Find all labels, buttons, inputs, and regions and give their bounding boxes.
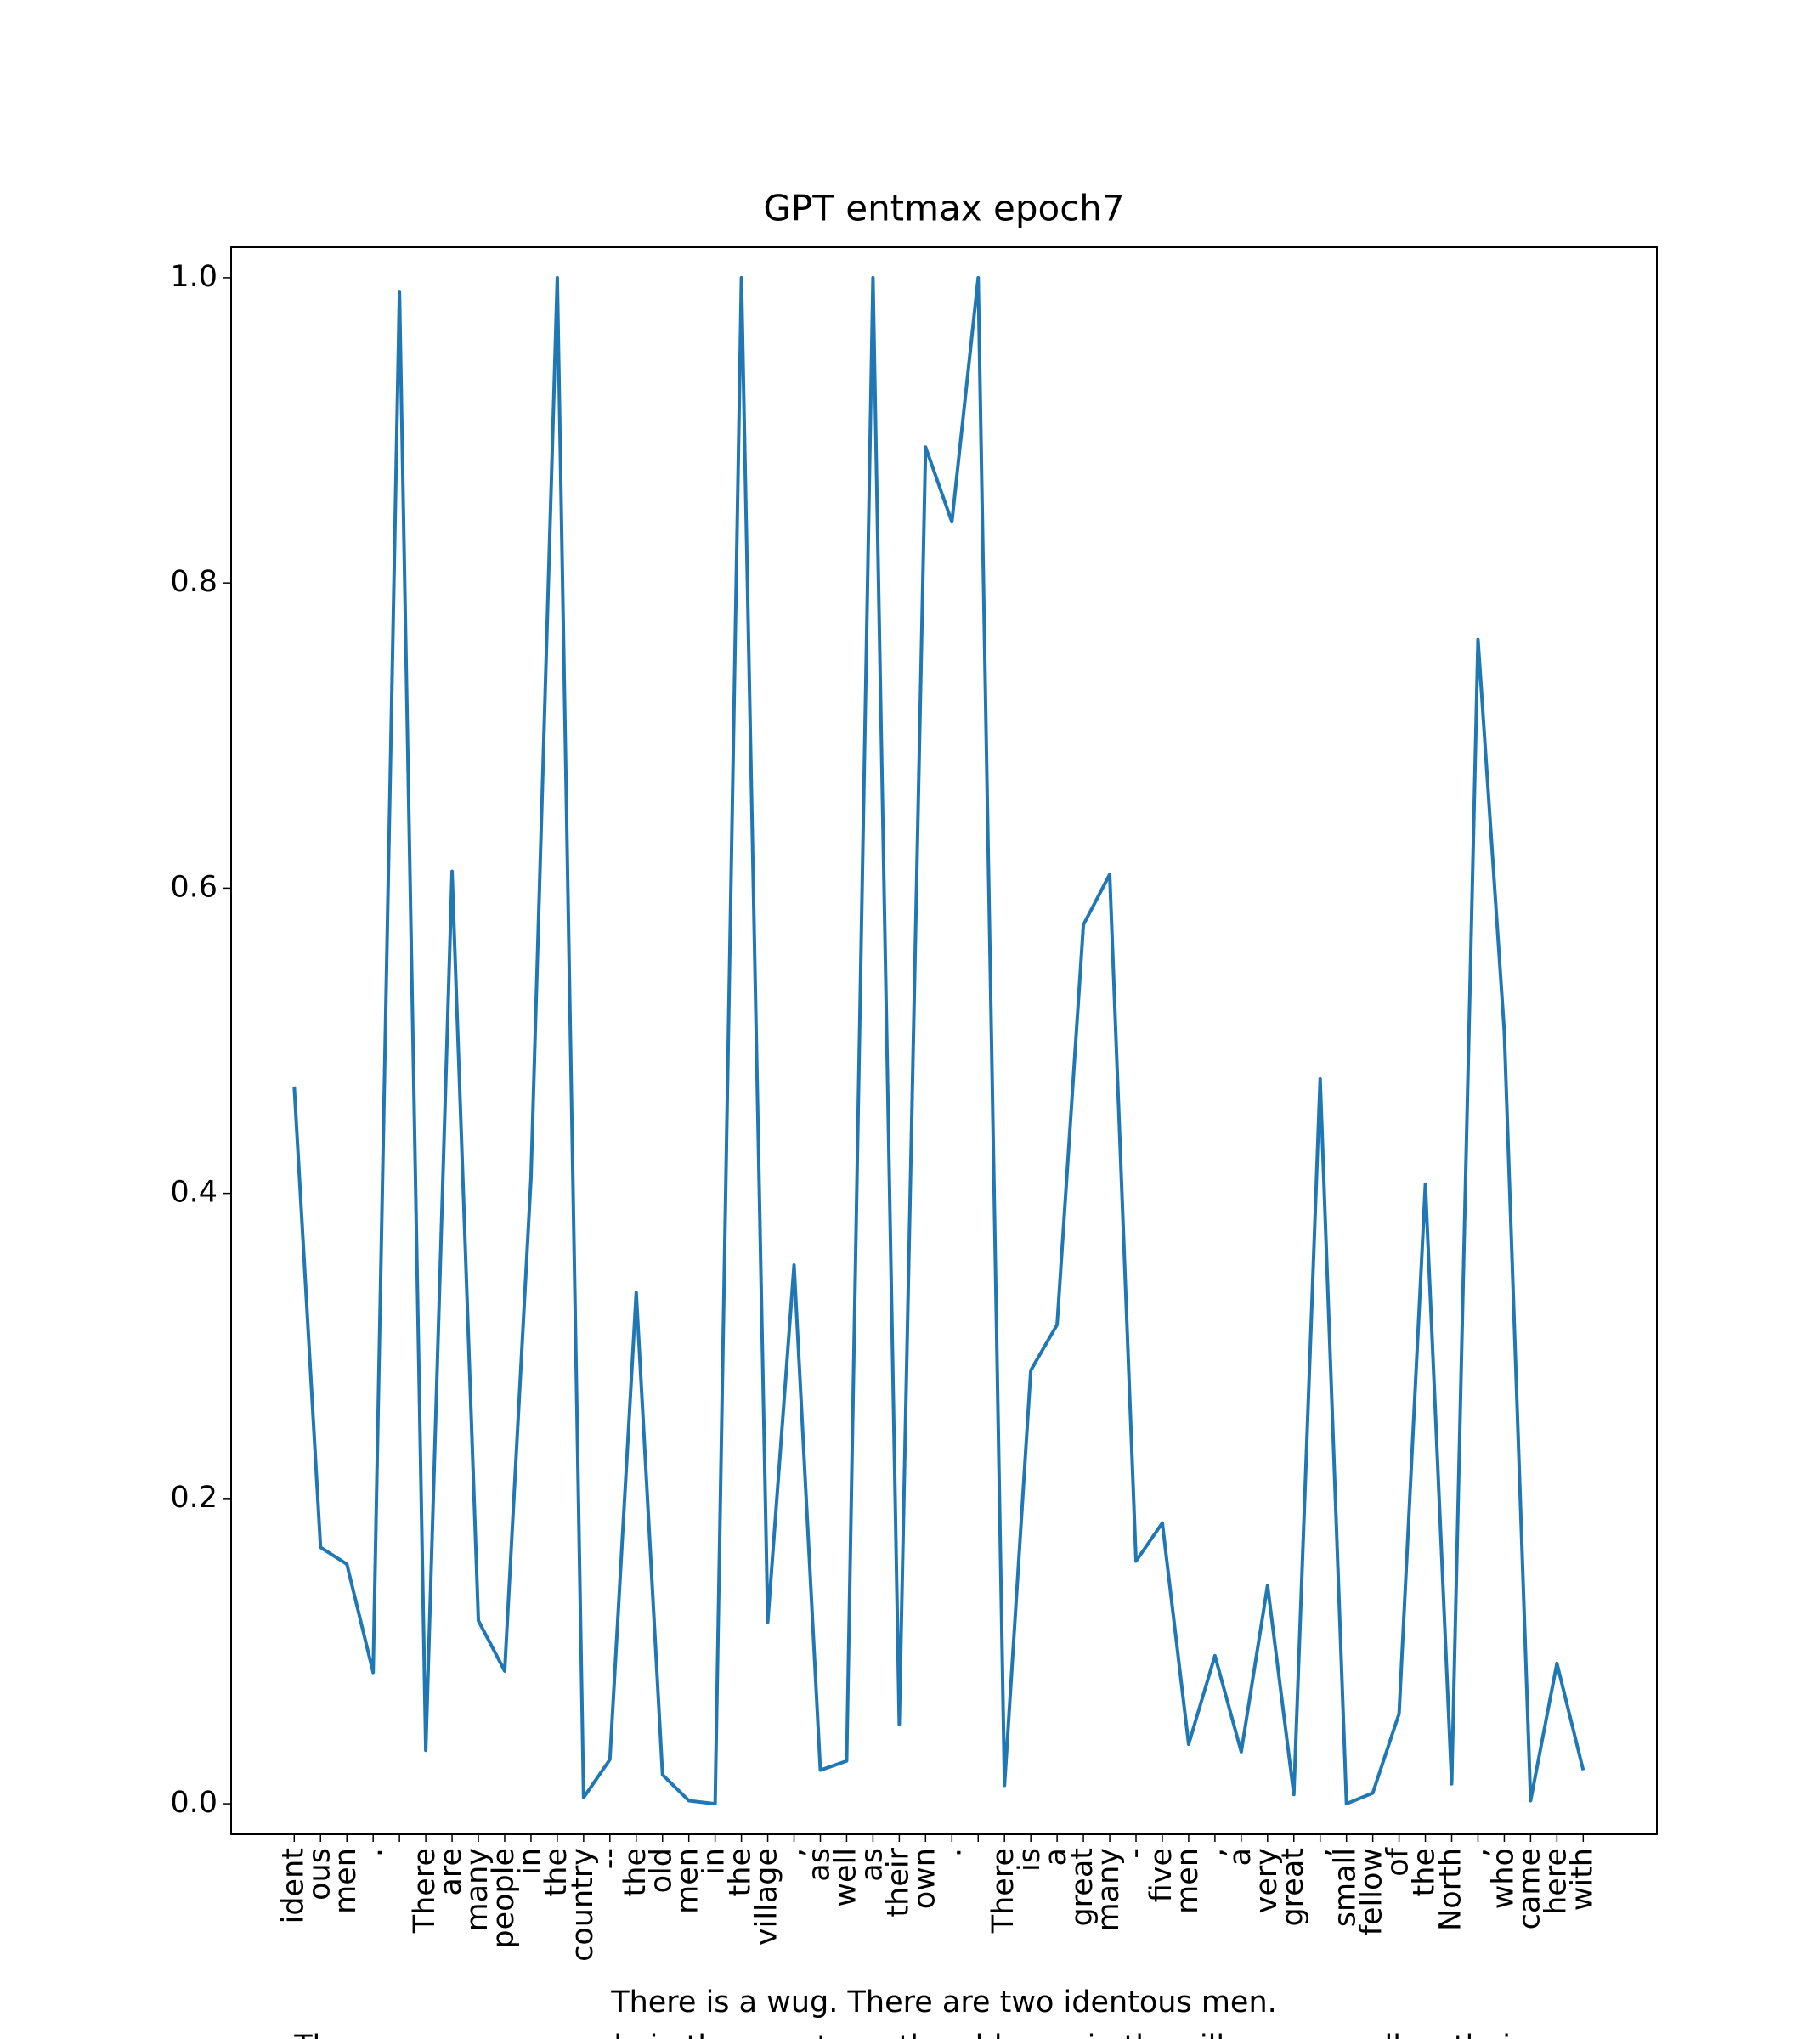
y-tick-label: 0.6 bbox=[170, 870, 218, 904]
x-tick-label: country bbox=[566, 1848, 600, 1962]
x-tick-label: as bbox=[855, 1848, 889, 1882]
x-tick-label: is bbox=[1013, 1848, 1047, 1872]
x-tick-label: old bbox=[645, 1848, 679, 1893]
y-tick-label: 0.2 bbox=[170, 1481, 218, 1515]
x-tick-label: who bbox=[1486, 1848, 1520, 1909]
x-tick-label: North bbox=[1434, 1848, 1468, 1931]
x-tick-label: the bbox=[724, 1848, 758, 1896]
x-tick-label: . bbox=[355, 1848, 389, 1857]
x-tick-label: as bbox=[802, 1848, 836, 1882]
y-tick-label: 1.0 bbox=[170, 260, 218, 294]
x-tick-label: men bbox=[1171, 1848, 1205, 1914]
y-tick-label: 0.8 bbox=[170, 565, 218, 599]
x-tick-label: , bbox=[1303, 1848, 1337, 1857]
x-tick-label: , bbox=[1460, 1848, 1494, 1857]
x-tick-label: five bbox=[1145, 1848, 1178, 1902]
chart-title: GPT entmax epoch7 bbox=[763, 188, 1124, 229]
x-tick-label: many bbox=[1092, 1848, 1126, 1931]
x-tick-label: great bbox=[1276, 1848, 1310, 1927]
plot-frame bbox=[230, 246, 1658, 1835]
x-tick-label: the bbox=[619, 1848, 653, 1896]
x-tick-label: very bbox=[1250, 1848, 1284, 1913]
x-tick-label: came bbox=[1512, 1848, 1546, 1929]
x-tick-label: in bbox=[698, 1848, 732, 1875]
x-tick-label: people bbox=[487, 1848, 521, 1949]
x-axis-label: There are many people in the country -- … bbox=[293, 2030, 1594, 2039]
x-tick-label: a bbox=[1224, 1848, 1258, 1866]
x-tick-label: men bbox=[329, 1848, 363, 1914]
x-tick-label: fellow bbox=[1355, 1848, 1389, 1935]
x-tick-label: small bbox=[1329, 1848, 1363, 1927]
x-tick-label: the bbox=[1408, 1848, 1442, 1896]
x-tick-label: are bbox=[434, 1848, 468, 1896]
x-tick-label: many bbox=[461, 1848, 495, 1931]
x-tick-label: , bbox=[1197, 1848, 1231, 1857]
x-tick-label: in bbox=[513, 1848, 547, 1875]
x-tick-label: own bbox=[907, 1848, 941, 1909]
x-tick-label: the bbox=[540, 1848, 574, 1896]
y-tick-label: 0.4 bbox=[170, 1176, 218, 1210]
x-tick-label: a bbox=[1039, 1848, 1073, 1866]
x-tick-label: ous bbox=[302, 1848, 336, 1901]
x-tick-label: There bbox=[408, 1848, 442, 1934]
x-tick-label: with bbox=[1565, 1848, 1599, 1911]
x-tick-label: - bbox=[1118, 1848, 1152, 1859]
x-axis-label: There is a wug. There are two identous m… bbox=[610, 1985, 1277, 2019]
x-tick-label: their bbox=[881, 1847, 915, 1917]
x-tick-label: well bbox=[828, 1848, 862, 1907]
x-tick-label: ident bbox=[276, 1848, 310, 1923]
data-line bbox=[292, 275, 1585, 1806]
x-tick-label: -- bbox=[592, 1848, 626, 1869]
x-tick-label: men bbox=[671, 1848, 705, 1914]
x-tick-label: great bbox=[1065, 1848, 1099, 1927]
y-tick-label: 0.0 bbox=[170, 1786, 218, 1820]
x-tick-label: There bbox=[986, 1848, 1020, 1934]
x-tick-label: . bbox=[934, 1848, 968, 1857]
x-tick-label: village bbox=[750, 1848, 784, 1946]
x-tick-label: here bbox=[1539, 1848, 1573, 1915]
x-tick-label: , bbox=[777, 1848, 811, 1857]
x-tick-label: of bbox=[1382, 1847, 1416, 1876]
